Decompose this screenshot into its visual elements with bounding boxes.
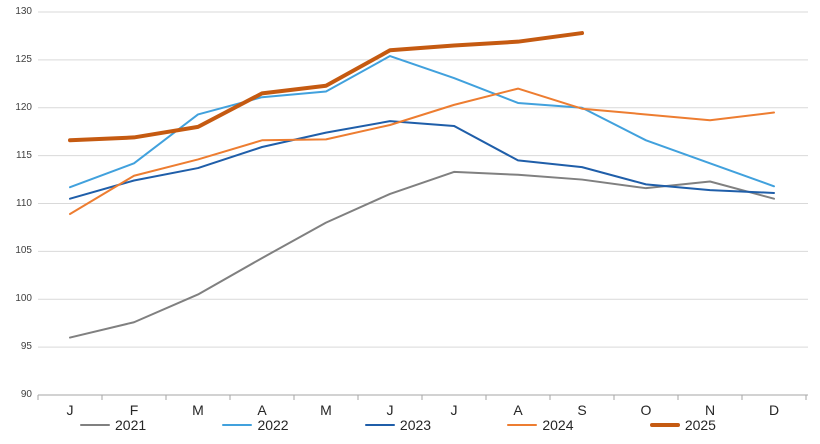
x-tick-label: D xyxy=(768,402,780,418)
y-tick-label: 90 xyxy=(20,389,32,400)
y-tick-label: 125 xyxy=(15,53,32,65)
legend-item-2021[interactable]: 2021 xyxy=(80,417,146,433)
legend-label: 2024 xyxy=(542,417,574,433)
legend-line-swatch xyxy=(222,424,253,426)
x-tick-label: S xyxy=(577,402,587,418)
legend-label: 2021 xyxy=(115,417,147,433)
legend-label: 2022 xyxy=(257,417,289,433)
y-tick-label: 105 xyxy=(15,245,32,257)
series-line-2022[interactable] xyxy=(69,55,775,189)
x-tick-label: J xyxy=(66,402,74,418)
x-tick-label: N xyxy=(704,402,716,418)
legend-label: 2023 xyxy=(399,417,432,433)
y-tick-label: 100 xyxy=(15,293,32,305)
legend-line-swatch xyxy=(649,423,680,427)
legend-item-2022[interactable]: 2022 xyxy=(222,417,289,433)
x-tick-label: O xyxy=(640,402,652,418)
y-tick-label: 110 xyxy=(16,197,32,209)
legend-line-swatch xyxy=(80,424,110,426)
series-line-2021[interactable] xyxy=(69,170,775,339)
legend-item-2025[interactable]: 2025 xyxy=(649,417,716,433)
x-tick-label: M xyxy=(192,402,204,418)
y-tick-label: 120 xyxy=(15,101,32,113)
series-line-2024[interactable] xyxy=(69,87,775,216)
x-tick-label: M xyxy=(320,402,332,418)
x-tick-label: J xyxy=(450,402,458,418)
y-tick-label: 130 xyxy=(15,6,32,17)
x-tick-label: A xyxy=(257,402,267,418)
chart-legend: 2021 2022 2023 2024 2025 xyxy=(80,417,716,433)
series-line-2025[interactable] xyxy=(68,31,584,143)
legend-line-swatch xyxy=(507,424,538,426)
legend-item-2024[interactable]: 2024 xyxy=(507,417,574,433)
y-tick-label: 95 xyxy=(20,341,32,353)
legend-item-2023[interactable]: 2023 xyxy=(364,417,432,433)
x-tick-label: A xyxy=(513,402,523,418)
y-tick-label: 115 xyxy=(16,149,32,161)
series-line-2023[interactable] xyxy=(69,120,775,200)
x-tick-label: F xyxy=(129,402,139,418)
legend-line-swatch xyxy=(364,424,395,426)
legend-label: 2025 xyxy=(684,417,716,433)
x-tick-label: J xyxy=(386,402,394,418)
